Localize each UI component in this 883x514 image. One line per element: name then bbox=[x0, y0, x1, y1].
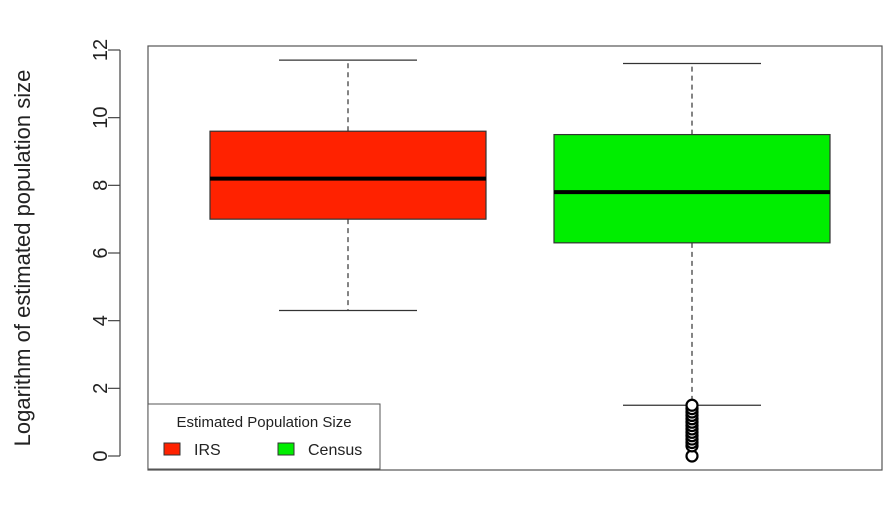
legend-label: Census bbox=[308, 442, 362, 459]
y-axis-label: Logarithm of estimated population size bbox=[10, 70, 35, 447]
y-tick-label: 4 bbox=[90, 315, 112, 326]
legend-swatch bbox=[277, 442, 295, 456]
y-axis: 0 2 4 6 8 10 12 bbox=[90, 39, 121, 462]
box-census bbox=[553, 62, 831, 463]
y-tick-label: 6 bbox=[90, 247, 112, 258]
y-tick-label: 8 bbox=[90, 180, 112, 191]
legend-entry-irs: IRS bbox=[163, 442, 221, 459]
box-irs bbox=[209, 59, 487, 312]
y-tick-label: 10 bbox=[90, 107, 112, 129]
legend-entry-census: Census bbox=[277, 442, 362, 459]
iqr-box bbox=[553, 133, 831, 244]
legend-box bbox=[147, 403, 381, 470]
iqr-box bbox=[209, 130, 487, 220]
y-tick-label: 12 bbox=[90, 39, 112, 61]
plot-frame bbox=[147, 45, 883, 471]
box-group bbox=[209, 59, 831, 463]
y-tick-label: 0 bbox=[90, 450, 112, 461]
legend-entries: IRS Census bbox=[163, 442, 362, 459]
legend-swatch bbox=[163, 442, 181, 456]
legend-label: IRS bbox=[194, 442, 221, 459]
legend-title: Estimated Population Size bbox=[176, 414, 351, 431]
outlier-point bbox=[685, 398, 699, 412]
y-tick-label: 2 bbox=[90, 383, 112, 394]
legend: Estimated Population Size IRS Census bbox=[147, 403, 381, 470]
